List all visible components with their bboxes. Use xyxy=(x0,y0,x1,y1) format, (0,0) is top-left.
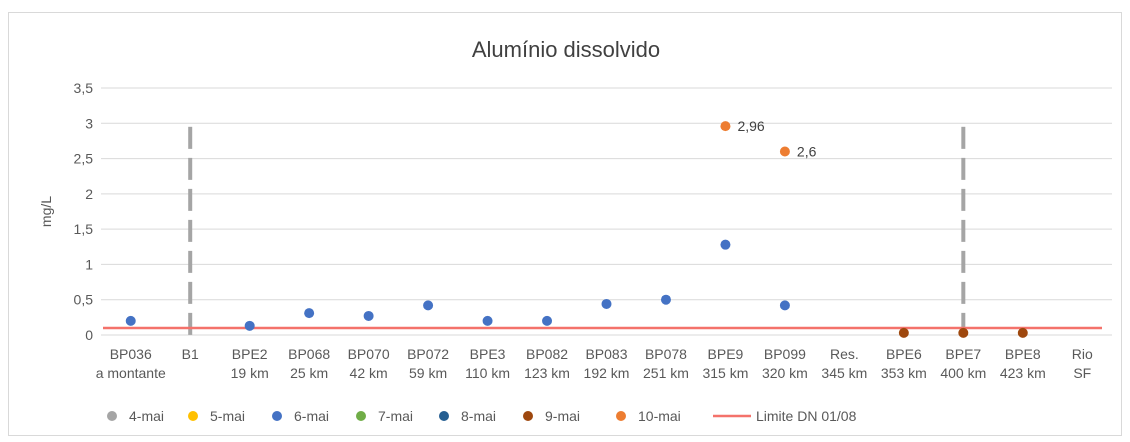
legend-marker xyxy=(356,411,366,421)
y-tick-label: 1 xyxy=(85,256,93,272)
x-tick-sublabel: 123 km xyxy=(524,365,570,381)
x-tick-sublabel: 251 km xyxy=(643,365,689,381)
legend-label: 5-mai xyxy=(210,408,245,424)
legend-marker xyxy=(616,411,626,421)
x-tick-label: BPE7 xyxy=(945,346,981,362)
data-label: 2,96 xyxy=(737,118,764,134)
x-tick-sublabel: 110 km xyxy=(465,365,510,381)
chart-svg: Alumínio dissolvido 0 0,5 1 1,5 2 2,5 3 3,5 mg/L B… xyxy=(38,37,1112,424)
x-tick-label: BP036 xyxy=(110,346,152,362)
x-tick-label: BPE8 xyxy=(1005,346,1041,362)
legend-label: 10-mai xyxy=(638,408,681,424)
legend-label: 8-mai xyxy=(461,408,496,424)
x-tick-label: BP082 xyxy=(526,346,568,362)
y-tick-label: 2 xyxy=(85,186,93,202)
y-tick-label: 2,5 xyxy=(74,151,94,167)
x-tick-label: BP072 xyxy=(407,346,449,362)
x-tick-sublabel: 19 km xyxy=(231,365,269,381)
x-tick-label: BP078 xyxy=(645,346,687,362)
x-tick-label: BP068 xyxy=(288,346,330,362)
y-tick-label: 3,5 xyxy=(74,80,94,96)
data-point-10-mai xyxy=(720,121,731,132)
legend-label: 7-mai xyxy=(378,408,413,424)
x-tick-sublabel: 423 km xyxy=(1000,365,1046,381)
y-axis-label: mg/L xyxy=(38,196,54,227)
legend-marker xyxy=(188,411,198,421)
y-tick-label: 3 xyxy=(85,115,93,131)
x-tick-label: Res. xyxy=(830,346,859,362)
data-point-6-mai xyxy=(363,310,374,321)
legend-marker xyxy=(439,411,449,421)
data-point-10-mai xyxy=(779,146,790,157)
x-tick-label: BP083 xyxy=(585,346,627,362)
data-point-6-mai xyxy=(660,294,671,305)
x-tick-label: BPE3 xyxy=(470,346,506,362)
x-tick-label: Rio xyxy=(1072,346,1093,362)
chart-title: Alumínio dissolvido xyxy=(472,37,660,62)
legend-label: Limite DN 01/08 xyxy=(756,408,857,424)
x-tick-label: BPE9 xyxy=(708,346,744,362)
x-tick-sublabel: 25 km xyxy=(290,365,328,381)
data-point-6-mai xyxy=(304,308,315,319)
legend-marker xyxy=(272,411,282,421)
x-tick-label: BP070 xyxy=(348,346,390,362)
legend-label: 4-mai xyxy=(129,408,164,424)
data-point-6-mai xyxy=(482,315,493,326)
legend-label: 6-mai xyxy=(294,408,329,424)
x-tick-sublabel: a montante xyxy=(96,365,166,381)
data-point-6-mai xyxy=(779,300,790,311)
legend-label: 9-mai xyxy=(545,408,580,424)
data-label: 2,6 xyxy=(797,144,817,160)
x-tick-sublabel: 400 km xyxy=(940,365,986,381)
x-tick-sublabel: 192 km xyxy=(584,365,630,381)
x-tick-label: B1 xyxy=(182,346,199,362)
legend-marker xyxy=(523,411,533,421)
data-point-6-mai xyxy=(542,315,553,326)
data-point-6-mai xyxy=(720,239,731,250)
data-point-9-mai xyxy=(1017,327,1028,338)
chart-frame: Alumínio dissolvido 0 0,5 1 1,5 2 2,5 3 3,5 mg/L B… xyxy=(8,12,1122,436)
x-tick-label: BPE2 xyxy=(232,346,268,362)
x-tick-sublabel: SF xyxy=(1073,365,1091,381)
x-tick-sublabel: 42 km xyxy=(350,365,388,381)
data-point-6-mai xyxy=(244,320,255,331)
x-tick-sublabel: 59 km xyxy=(409,365,447,381)
x-tick-label: BPE6 xyxy=(886,346,922,362)
x-tick-sublabel: 345 km xyxy=(821,365,867,381)
x-tick-sublabel: 320 km xyxy=(762,365,808,381)
y-tick-label: 1,5 xyxy=(74,221,94,237)
data-point-6-mai xyxy=(423,300,434,311)
legend-marker xyxy=(107,411,117,421)
x-tick-sublabel: 353 km xyxy=(881,365,927,381)
data-point-9-mai xyxy=(898,327,909,338)
data-point-9-mai xyxy=(958,327,969,338)
data-point-6-mai xyxy=(125,315,136,326)
x-tick-sublabel: 315 km xyxy=(702,365,748,381)
data-point-6-mai xyxy=(601,298,612,309)
y-tick-label: 0 xyxy=(85,327,93,343)
y-tick-label: 0,5 xyxy=(74,292,94,308)
x-tick-label: BP099 xyxy=(764,346,806,362)
